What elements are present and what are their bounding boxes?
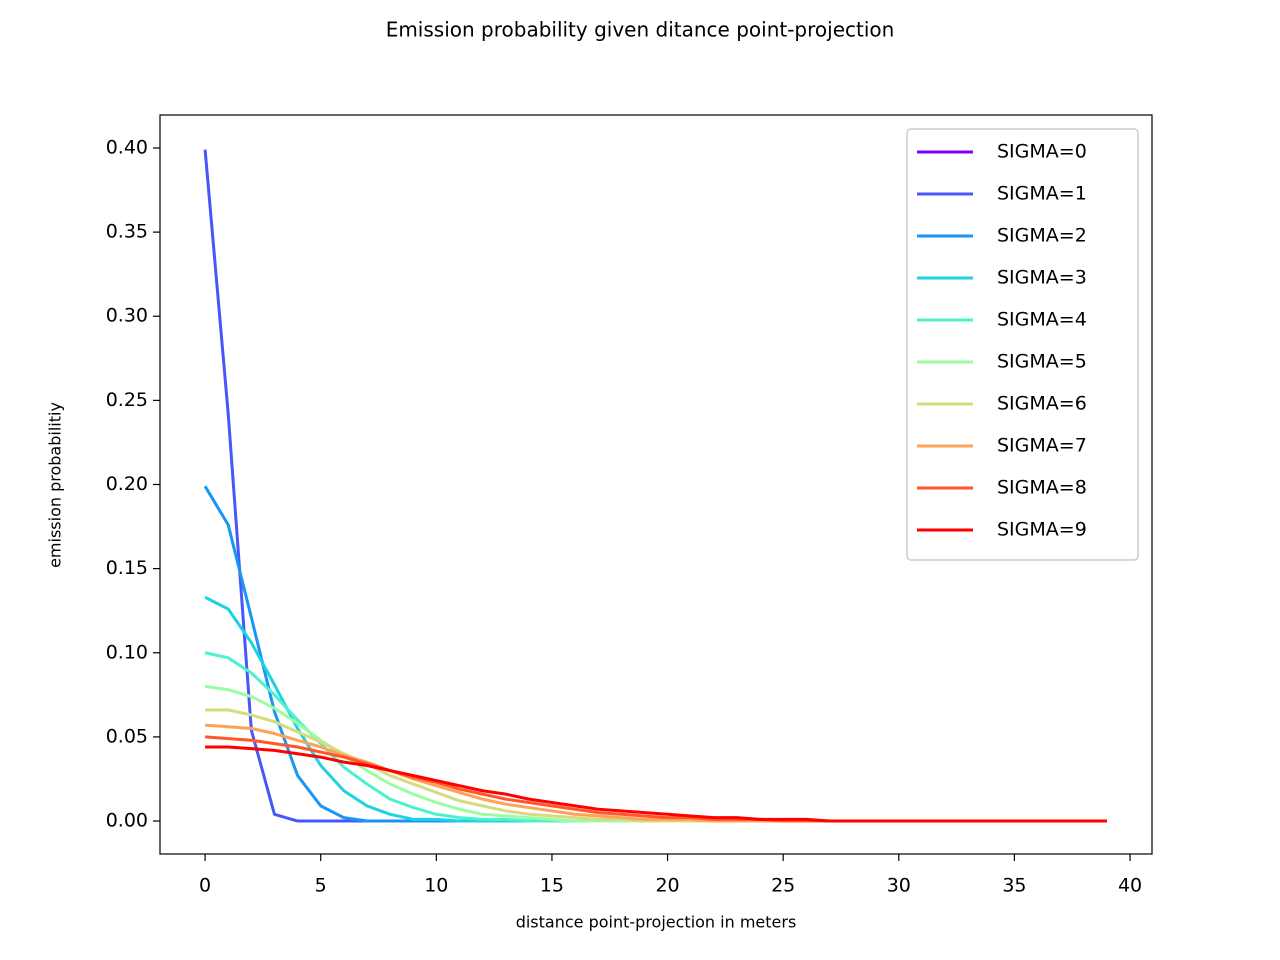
- series-line: [204, 735, 1107, 823]
- x-tick-label: 0: [199, 875, 211, 897]
- y-tick-label: 0.20: [106, 473, 148, 495]
- legend-label: SIGMA=1: [997, 183, 1087, 205]
- y-tick-label: 0.35: [106, 221, 148, 243]
- series-line: [204, 651, 1107, 823]
- x-tick-label: 5: [315, 875, 327, 897]
- series-line: [204, 595, 1107, 823]
- legend-label: SIGMA=4: [997, 309, 1087, 331]
- y-tick-label: 0.15: [106, 557, 148, 579]
- x-tick-label: 35: [1002, 875, 1026, 897]
- y-tick-label: 0.40: [106, 136, 148, 158]
- y-tick-label: 0.10: [106, 641, 148, 663]
- x-tick-label: 30: [887, 875, 911, 897]
- chart-title: Emission probability given ditance point…: [386, 18, 895, 42]
- legend-label: SIGMA=3: [997, 267, 1087, 289]
- y-tick-label: 0.00: [106, 810, 148, 832]
- y-tick-label: 0.25: [106, 389, 148, 411]
- x-tick-label: 40: [1118, 875, 1142, 897]
- x-axis-label: distance point-projection in meters: [516, 913, 797, 932]
- legend-label: SIGMA=9: [997, 519, 1087, 541]
- legend-label: SIGMA=7: [997, 435, 1087, 457]
- legend-label: SIGMA=0: [997, 141, 1087, 163]
- y-tick-label: 0.30: [106, 305, 148, 327]
- x-tick-label: 20: [655, 875, 679, 897]
- legend-label: SIGMA=5: [997, 351, 1087, 373]
- x-tick-label: 10: [424, 875, 448, 897]
- series-line: [205, 745, 1107, 823]
- legend-label: SIGMA=6: [997, 393, 1087, 415]
- legend-label: SIGMA=8: [997, 477, 1087, 499]
- x-tick-label: 25: [771, 875, 795, 897]
- series-line: [204, 723, 1107, 823]
- y-tick-label: 0.05: [106, 725, 148, 747]
- x-tick-label: 15: [540, 875, 564, 897]
- legend-label: SIGMA=2: [997, 225, 1087, 247]
- y-axis-label: emission probabilitiy: [46, 402, 65, 568]
